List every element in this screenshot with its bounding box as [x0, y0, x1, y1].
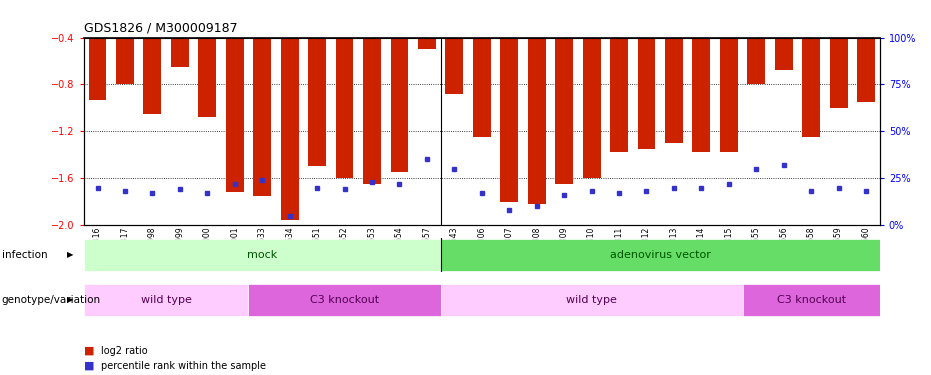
Text: C3 knockout: C3 knockout [310, 295, 379, 305]
Text: mock: mock [247, 250, 277, 260]
Bar [500, 38, 519, 202]
Text: wild type: wild type [141, 295, 192, 305]
Text: ▶: ▶ [67, 296, 74, 304]
Text: infection: infection [2, 250, 47, 260]
Bar [748, 38, 765, 84]
Bar [143, 38, 161, 114]
Text: GDS1826 / M300009187: GDS1826 / M300009187 [84, 22, 237, 35]
Bar [720, 38, 737, 152]
Text: genotype/variation: genotype/variation [2, 295, 101, 305]
Text: C3 knockout: C3 knockout [776, 295, 845, 305]
Bar [610, 38, 627, 152]
Bar [803, 38, 820, 137]
Bar [171, 38, 189, 67]
Bar [440, 239, 880, 271]
Text: ▶: ▶ [67, 251, 74, 260]
Bar [440, 284, 743, 316]
Bar [830, 38, 847, 108]
Bar [116, 38, 134, 84]
Text: adenovirus vector: adenovirus vector [610, 250, 710, 260]
Bar [308, 38, 326, 166]
Bar [336, 38, 354, 178]
Bar [555, 38, 573, 184]
Bar [693, 38, 710, 152]
Bar [418, 38, 436, 49]
Bar [253, 38, 271, 196]
Bar [84, 239, 440, 271]
Bar [857, 38, 875, 102]
Bar [363, 38, 381, 184]
Text: log2 ratio: log2 ratio [101, 346, 147, 355]
Text: percentile rank within the sample: percentile rank within the sample [101, 361, 265, 370]
Bar [390, 38, 409, 172]
Bar [583, 38, 600, 178]
Text: ■: ■ [84, 361, 94, 370]
Bar [775, 38, 792, 70]
Bar [281, 38, 299, 220]
Bar [665, 38, 682, 143]
Text: wild type: wild type [566, 295, 617, 305]
Bar [198, 38, 216, 117]
Bar [249, 284, 440, 316]
Bar [743, 284, 880, 316]
Bar [445, 38, 464, 94]
Bar [528, 38, 546, 204]
Text: ■: ■ [84, 346, 94, 355]
Bar [84, 284, 249, 316]
Bar [638, 38, 655, 149]
Bar [473, 38, 491, 137]
Bar [88, 38, 106, 100]
Bar [226, 38, 244, 192]
